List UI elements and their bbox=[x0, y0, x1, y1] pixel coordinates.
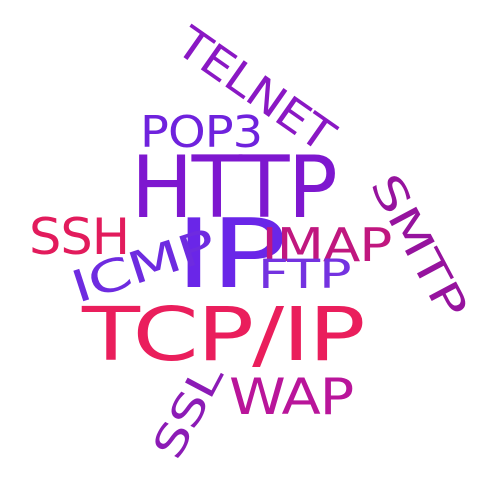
word-imap: IMAP bbox=[261, 218, 392, 272]
word-http: HTTP bbox=[130, 138, 338, 238]
word-ftp: FTP bbox=[257, 252, 352, 298]
word-pop3: POP3 bbox=[140, 107, 263, 158]
word-ssh: SSH bbox=[29, 208, 130, 266]
word-wap: WAP bbox=[229, 368, 354, 426]
word-tcpip: TCP/IP bbox=[82, 292, 366, 378]
word-ip: IP bbox=[175, 199, 287, 310]
